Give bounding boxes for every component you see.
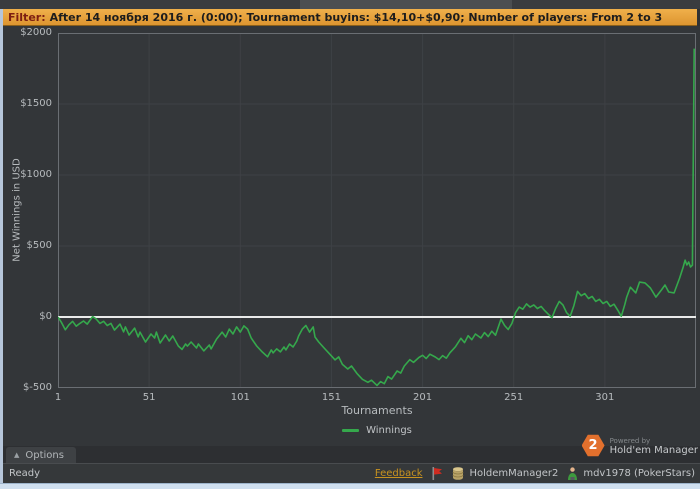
y-tick-label: $0	[39, 311, 52, 322]
status-bar: Ready Feedback HoldemManager	[3, 463, 700, 483]
powered-by-line1: Powered by	[609, 436, 651, 445]
y-tick-label: $1500	[20, 98, 52, 109]
window-top-strip-segment	[300, 0, 512, 9]
chart-legend: Winnings	[58, 425, 696, 436]
x-axis-title: Tournaments	[341, 404, 413, 417]
feedback-link[interactable]: Feedback	[374, 468, 423, 479]
window-top-strip	[0, 0, 700, 9]
status-ready-text: Ready	[9, 468, 41, 479]
window-left-border	[0, 9, 3, 483]
x-tick-label: 101	[230, 392, 250, 403]
y-tick-label: $500	[26, 240, 52, 251]
powered-by-logo: 2 Powered by Hold'em Manager	[581, 434, 698, 457]
winnings-chart-panel: Net Winnings in USD $2000 $1500 $1000 $500 $…	[3, 26, 700, 446]
options-bar: ▲ Options	[3, 446, 700, 463]
options-button-label: Options	[25, 449, 64, 461]
x-tick-label: 1	[54, 392, 62, 403]
window-bottom-border	[0, 483, 700, 489]
legend-line-swatch	[342, 429, 360, 432]
account-name: HoldemManager2	[469, 468, 559, 479]
winnings-line-chart	[58, 33, 696, 388]
chevron-up-icon: ▲	[14, 451, 20, 459]
user-status[interactable]: mdv1978 (PokerStars)	[567, 467, 695, 480]
y-tick-label: $-500	[22, 382, 52, 393]
holdem-manager-badge-icon: 2	[581, 434, 605, 457]
x-tick-label: 151	[321, 392, 341, 403]
user-name: mdv1978 (PokerStars)	[583, 468, 695, 479]
x-tick-label: 251	[504, 392, 524, 403]
x-tick-label: 51	[142, 392, 156, 403]
filter-bar[interactable]: Filter: After 14 ноября 2016 г. (0:00); …	[3, 9, 697, 26]
options-button[interactable]: ▲ Options	[6, 447, 76, 463]
legend-label: Winnings	[366, 425, 412, 436]
user-icon	[567, 467, 578, 480]
x-tick-label: 301	[595, 392, 615, 403]
powered-by-line2: Hold'em Manager	[609, 444, 698, 456]
database-icon	[452, 467, 464, 480]
y-tick-label: $1000	[20, 169, 52, 180]
x-tick-label: 201	[413, 392, 433, 403]
filter-text: After 14 ноября 2016 г. (0:00); Tourname…	[49, 10, 663, 24]
account-status[interactable]: HoldemManager2	[452, 467, 558, 480]
red-flag-icon[interactable]	[431, 467, 443, 480]
filter-label: Filter:	[8, 10, 46, 24]
y-tick-label: $2000	[20, 27, 52, 38]
